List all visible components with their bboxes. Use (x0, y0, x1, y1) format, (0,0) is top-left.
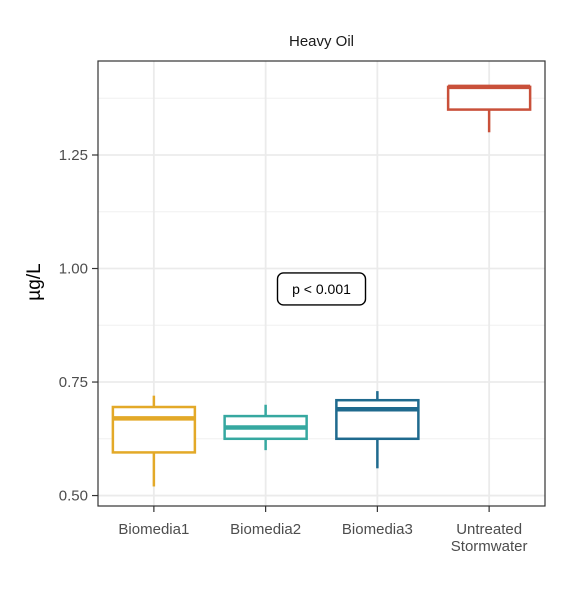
box-biomedia1 (111, 395, 197, 487)
x-tick-label: Stormwater (451, 538, 528, 555)
box-biomedia2 (223, 404, 308, 451)
x-tick-label: Biomedia3 (342, 521, 413, 538)
x-tick-label: Biomedia2 (230, 521, 301, 538)
y-axis-label: µg/L (24, 263, 45, 300)
box-iqr (446, 85, 532, 111)
annotation-box (276, 272, 367, 306)
boxes (111, 84, 532, 487)
y-tick-label: 1.25 (59, 147, 88, 164)
box-iqr (335, 398, 420, 441)
box-iqr (111, 405, 197, 454)
p-value-annotation: p < 0.001 (276, 272, 367, 306)
y-tick-label: 0.75 (59, 374, 88, 391)
y-tick-label: 0.50 (59, 488, 88, 505)
annotation-text: p < 0.001 (292, 281, 351, 297)
y-axis: 0.50 0.75 1.00 1.25 (59, 147, 98, 505)
x-tick-label: Untreated (456, 521, 522, 538)
chart-title: Heavy Oil (289, 33, 354, 50)
y-tick-label: 1.00 (59, 261, 88, 278)
box-untreated-stormwater (446, 84, 532, 133)
x-axis: Biomedia1 Biomedia2 Biomedia3 UntreatedStor… (118, 506, 527, 555)
plot-panel-border (97, 60, 546, 507)
x-tick-label: Biomedia1 (118, 521, 189, 538)
box-biomedia3 (335, 391, 420, 469)
